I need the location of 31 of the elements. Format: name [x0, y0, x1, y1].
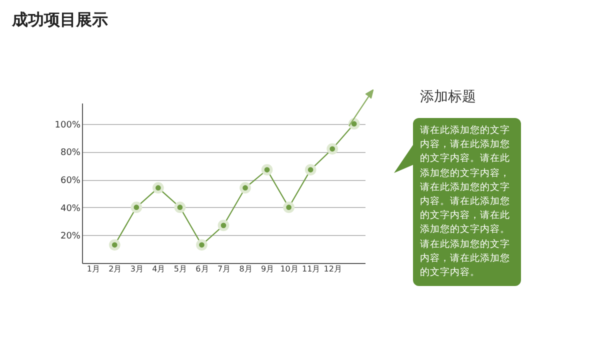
point	[196, 239, 208, 251]
y-tick-label: 20%	[60, 232, 81, 242]
x-tick-label: 8月	[239, 264, 252, 274]
x-tick-label: 9月	[260, 264, 274, 274]
point	[130, 202, 142, 214]
x-tick-label: 1月	[86, 264, 100, 274]
y-tick-label: 80%	[60, 148, 81, 158]
point	[152, 182, 164, 194]
point	[326, 143, 338, 155]
point	[240, 182, 251, 194]
x-tick-label: 6月	[196, 264, 209, 274]
x-tick-label: 3月	[130, 264, 144, 274]
point	[218, 220, 230, 232]
x-tick-label: 5月	[174, 264, 188, 274]
x-tick-label: 10月	[280, 264, 298, 274]
point	[108, 239, 120, 251]
point	[174, 202, 186, 214]
text: 添加标题	[420, 88, 476, 106]
point	[304, 164, 316, 176]
x-tick-label: 2月	[108, 264, 122, 274]
y-tick-label: 40%	[60, 204, 81, 214]
x-tick-label: 4月	[152, 264, 166, 274]
x-tick-label: 11月	[302, 264, 320, 274]
text: 请在此添加您的文字内容，请在此添加您的文字内容。请在此添加您的文字内容，请在此添加您的文字内容。请在此添加您的文字内容，请在此添加您的文字内容。请在此添加您的文字内容，请在此添加您的文字内容。	[420, 125, 510, 278]
y-tick-label: 100%	[54, 120, 81, 130]
x-tick-label: 12月	[324, 264, 342, 274]
point	[283, 202, 294, 214]
point	[261, 164, 273, 176]
chart-title: 成功项目展示	[12, 10, 108, 31]
y-tick-label: 60%	[60, 176, 81, 186]
x-tick-label: 7月	[217, 264, 231, 274]
